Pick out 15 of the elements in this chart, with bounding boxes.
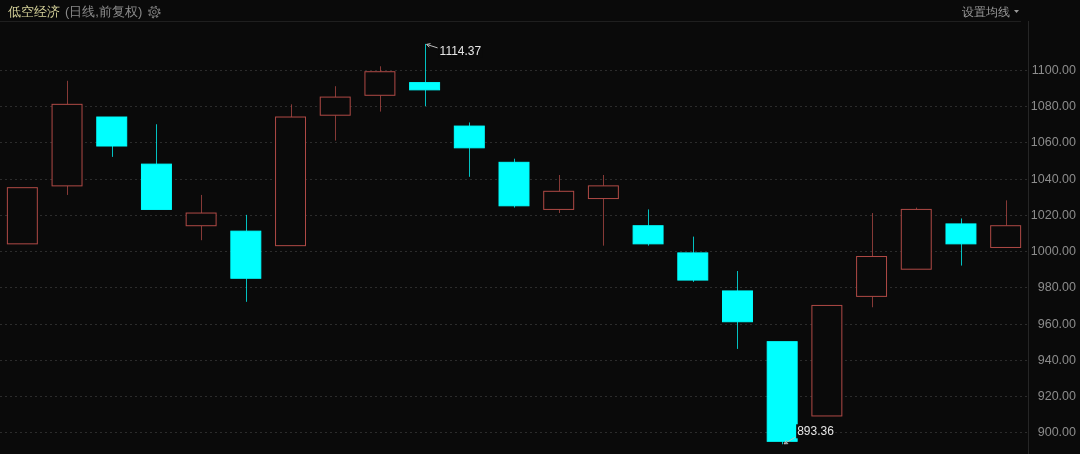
- y-tick-label: 980.00: [1037, 280, 1077, 295]
- y-tick-label: 900.00: [1037, 425, 1077, 440]
- text: 设置均线: [962, 5, 1010, 19]
- header: 低空经济 (日线,前复权): [8, 4, 143, 19]
- y-tick-label: 1040.00: [1030, 171, 1077, 186]
- annotation: 893.36: [797, 424, 835, 439]
- y-tick-label: 1000.00: [1030, 244, 1077, 259]
- y-tick-label: 1080.00: [1030, 99, 1077, 114]
- annotation: 1114.37: [439, 43, 482, 58]
- y-tick-label: 920.00: [1037, 389, 1077, 404]
- y-tick-label: 1020.00: [1030, 207, 1077, 222]
- y-tick-label: 1100.00: [1031, 62, 1077, 77]
- y-tick-label: 1060.00: [1030, 135, 1077, 150]
- y-tick-label: 940.00: [1037, 352, 1077, 367]
- y-tick-label: 960.00: [1037, 316, 1077, 331]
